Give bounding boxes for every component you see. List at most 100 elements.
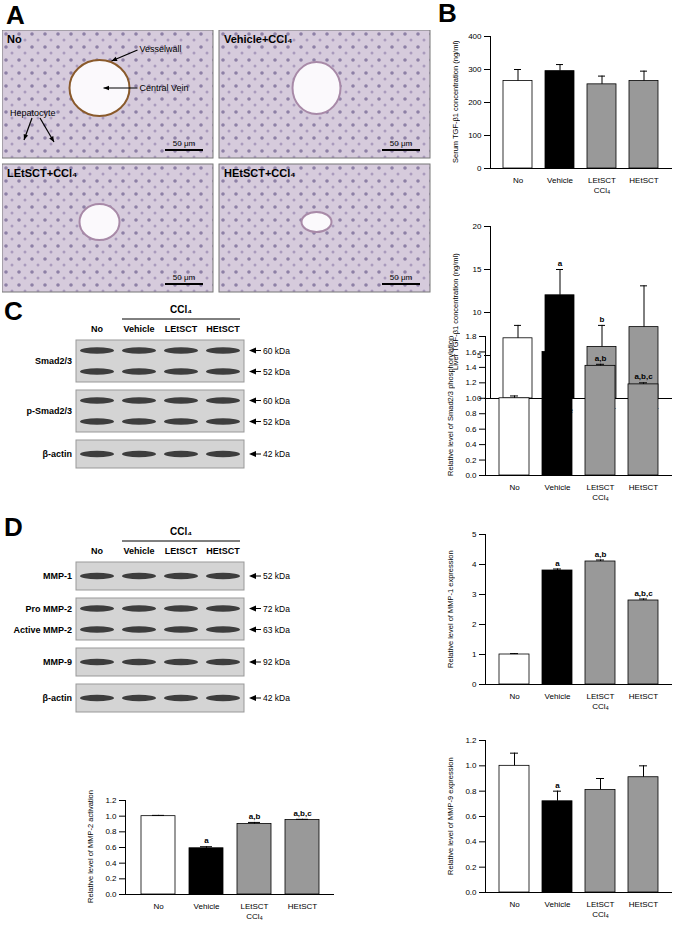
svg-text:50 μm: 50 μm xyxy=(173,273,196,282)
svg-text:CCl₄: CCl₄ xyxy=(246,912,263,921)
svg-text:Active MMP-2: Active MMP-2 xyxy=(13,625,72,635)
svg-text:0.2: 0.2 xyxy=(465,456,477,465)
svg-text:a,b: a,b xyxy=(249,812,261,821)
svg-text:200: 200 xyxy=(468,98,482,107)
svg-text:52 kDa: 52 kDa xyxy=(263,571,290,581)
svg-text:LEtSCT: LEtSCT xyxy=(586,483,614,492)
svg-text:1.2: 1.2 xyxy=(465,378,477,387)
svg-text:1.0: 1.0 xyxy=(465,394,477,403)
svg-text:a,b,c: a,b,c xyxy=(293,809,312,818)
svg-text:300: 300 xyxy=(468,65,482,74)
svg-text:HEtSCT: HEtSCT xyxy=(629,692,658,701)
svg-text:a,b: a,b xyxy=(595,550,607,559)
svg-text:0.2: 0.2 xyxy=(105,874,117,883)
svg-text:72 kDa: 72 kDa xyxy=(263,604,290,614)
svg-text:42 kDa: 42 kDa xyxy=(263,449,290,459)
svg-text:LEtSCT: LEtSCT xyxy=(588,176,616,185)
svg-text:60 kDa: 60 kDa xyxy=(263,396,290,406)
svg-text:50 μm: 50 μm xyxy=(390,273,413,282)
svg-text:Central Vein: Central Vein xyxy=(140,83,189,93)
svg-text:β-actin: β-actin xyxy=(43,449,73,459)
svg-text:No: No xyxy=(509,900,520,909)
svg-text:CCl₄: CCl₄ xyxy=(170,526,192,537)
svg-text:HEtSCT: HEtSCT xyxy=(629,900,658,909)
svg-text:Vehicle: Vehicle xyxy=(123,546,154,556)
svg-text:0.8: 0.8 xyxy=(105,827,117,836)
svg-text:400: 400 xyxy=(468,32,482,41)
svg-text:HEtSCT: HEtSCT xyxy=(629,176,658,185)
svg-text:15: 15 xyxy=(473,265,482,274)
svg-text:4: 4 xyxy=(472,560,477,569)
svg-text:3: 3 xyxy=(472,590,477,599)
svg-text:LEtSCT+CCl₄: LEtSCT+CCl₄ xyxy=(7,167,77,179)
svg-text:a: a xyxy=(555,781,560,790)
svg-text:Vehicle: Vehicle xyxy=(545,900,571,909)
svg-text:No: No xyxy=(513,176,524,185)
svg-text:β-actin: β-actin xyxy=(43,693,73,703)
svg-text:60 kDa: 60 kDa xyxy=(263,346,290,356)
svg-text:0.0: 0.0 xyxy=(105,890,117,899)
svg-text:20: 20 xyxy=(473,222,482,231)
svg-text:Vehicle: Vehicle xyxy=(545,483,571,492)
svg-text:LEtSCT: LEtSCT xyxy=(240,902,268,911)
svg-text:52 kDa: 52 kDa xyxy=(263,417,290,427)
svg-text:1.6: 1.6 xyxy=(465,348,477,357)
svg-text:a: a xyxy=(204,836,209,845)
svg-text:No: No xyxy=(91,546,103,556)
svg-text:0.4: 0.4 xyxy=(465,837,477,846)
svg-text:Smad2/3: Smad2/3 xyxy=(35,356,72,366)
svg-text:52 kDa: 52 kDa xyxy=(263,367,290,377)
svg-text:5: 5 xyxy=(472,530,477,539)
svg-text:LEtSCT: LEtSCT xyxy=(586,692,614,701)
svg-text:Pro MMP-2: Pro MMP-2 xyxy=(25,604,72,614)
svg-text:2: 2 xyxy=(472,620,477,629)
svg-text:Vehicle: Vehicle xyxy=(123,324,154,334)
svg-text:Vehicle: Vehicle xyxy=(547,176,573,185)
svg-text:Vehicle: Vehicle xyxy=(194,902,220,911)
svg-text:Vehicle+CCl₄: Vehicle+CCl₄ xyxy=(224,33,293,45)
svg-text:1.2: 1.2 xyxy=(465,736,477,745)
svg-text:b: b xyxy=(600,315,605,324)
svg-text:0.6: 0.6 xyxy=(465,425,477,434)
svg-text:0.4: 0.4 xyxy=(465,440,477,449)
svg-text:MMP-1: MMP-1 xyxy=(43,571,72,581)
svg-text:MMP-9: MMP-9 xyxy=(43,657,72,667)
svg-text:0: 0 xyxy=(472,680,477,689)
svg-text:Hepatocyte: Hepatocyte xyxy=(10,108,56,118)
svg-text:CCl₄: CCl₄ xyxy=(592,493,609,502)
svg-text:0.2: 0.2 xyxy=(465,863,477,872)
svg-text:HEtSCT: HEtSCT xyxy=(629,483,658,492)
svg-text:CCl₄: CCl₄ xyxy=(592,910,609,919)
svg-text:63 kDa: 63 kDa xyxy=(263,625,290,635)
svg-text:1.0: 1.0 xyxy=(465,761,477,770)
svg-text:CCl₄: CCl₄ xyxy=(594,186,611,195)
svg-text:50 μm: 50 μm xyxy=(173,139,196,148)
svg-text:1.8: 1.8 xyxy=(465,332,477,341)
svg-text:a,b: a,b xyxy=(595,354,607,363)
svg-text:Vehicle: Vehicle xyxy=(545,692,571,701)
svg-text:LEtSCT: LEtSCT xyxy=(586,900,614,909)
svg-text:50 μm: 50 μm xyxy=(390,139,413,148)
svg-text:HEtSCT: HEtSCT xyxy=(288,902,317,911)
svg-text:1.4: 1.4 xyxy=(465,363,477,372)
svg-text:42 kDa: 42 kDa xyxy=(263,693,290,703)
svg-text:1.0: 1.0 xyxy=(105,812,117,821)
svg-text:Vesselwall: Vesselwall xyxy=(140,44,182,54)
svg-text:0.0: 0.0 xyxy=(465,888,477,897)
svg-text:HEtSCT: HEtSCT xyxy=(206,546,240,556)
svg-text:100: 100 xyxy=(468,131,482,140)
svg-text:No: No xyxy=(509,483,520,492)
svg-text:LEtSCT: LEtSCT xyxy=(165,324,198,334)
svg-text:a: a xyxy=(558,259,563,268)
svg-text:CCl₄: CCl₄ xyxy=(592,702,609,711)
svg-text:p-Smad2/3: p-Smad2/3 xyxy=(26,406,72,416)
svg-text:1.2: 1.2 xyxy=(105,796,117,805)
svg-text:92 kDa: 92 kDa xyxy=(263,657,290,667)
svg-text:10: 10 xyxy=(473,308,482,317)
svg-text:a: a xyxy=(555,559,560,568)
svg-text:a,b,c: a,b,c xyxy=(634,589,653,598)
svg-text:0.8: 0.8 xyxy=(465,787,477,796)
svg-text:CCl₄: CCl₄ xyxy=(170,304,192,315)
svg-text:1: 1 xyxy=(472,650,477,659)
svg-text:0.6: 0.6 xyxy=(465,812,477,821)
